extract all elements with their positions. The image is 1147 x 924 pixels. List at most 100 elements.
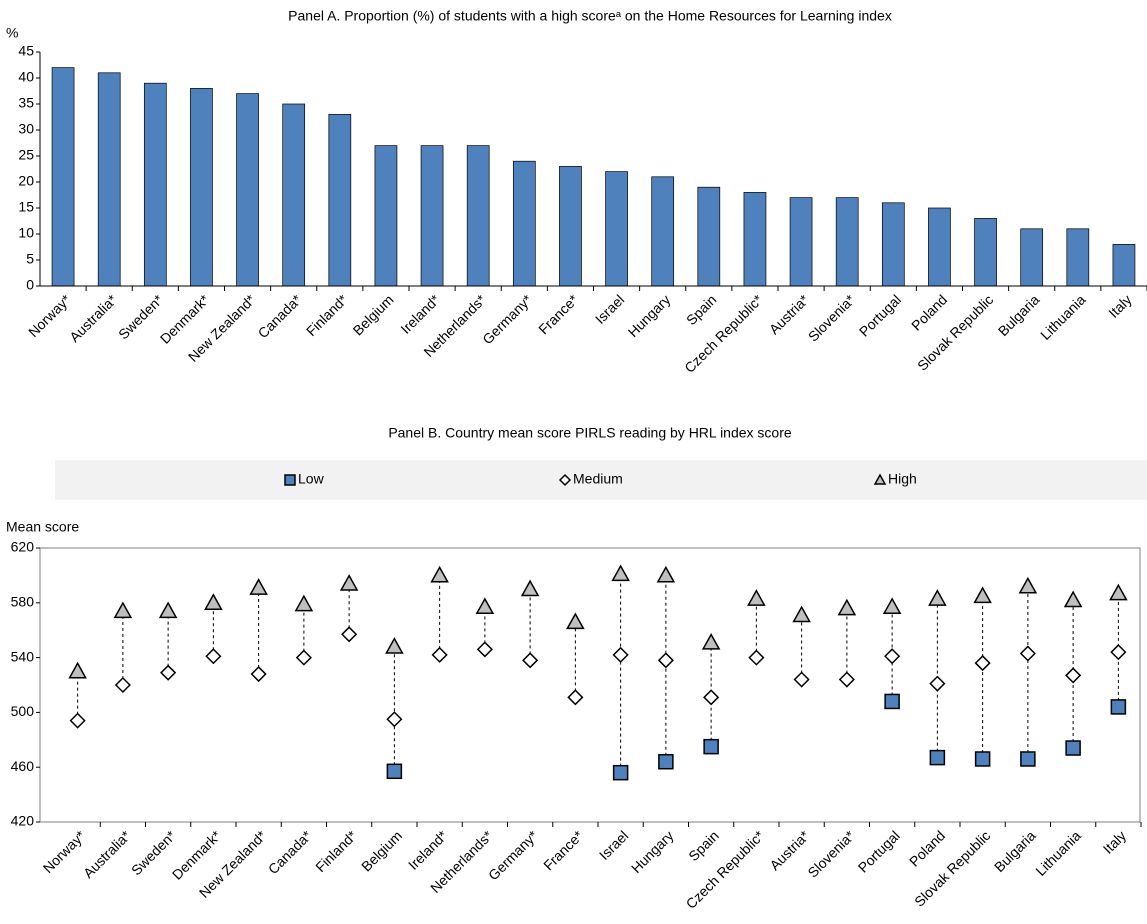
bar [743,192,767,287]
marker [929,675,946,692]
y-tick-label: 580 [11,594,35,610]
x-tick-label: Portugal [855,827,903,875]
marker [341,626,358,643]
marker [884,648,901,665]
marker [974,655,991,672]
marker [611,564,630,582]
y-tick-label: 35 [18,95,34,111]
y-axis-label: Mean score [6,519,79,535]
bar [374,145,398,287]
marker [1110,699,1127,715]
x-tick-label: Israel [592,291,628,327]
x-tick-label: Spain [683,291,720,328]
y-tick-label: 460 [11,758,35,774]
bar [97,72,121,287]
legend-box [55,460,1147,500]
marker [567,689,584,706]
x-tick-label: Italy [1105,291,1134,320]
x-tick-label: Austria* [766,827,812,873]
marker [1065,667,1082,684]
x-tick-label: Finland* [303,291,351,339]
x-tick-label: Lithuania [1037,291,1089,343]
marker [205,648,222,665]
marker [1020,751,1036,767]
y-tick-label: 540 [11,648,35,664]
x-tick-label: Hungary [628,827,677,876]
bar [789,197,813,287]
marker [295,649,312,666]
marker [113,601,133,619]
marker [1065,740,1081,756]
marker [1110,644,1127,661]
marker [294,594,314,612]
legend-label: Low [298,471,325,487]
marker [1018,576,1038,594]
x-tick-label: Portugal [856,291,904,339]
marker [476,641,493,658]
marker [748,649,765,666]
marker [158,601,178,619]
plot-area [39,547,1141,823]
x-tick-label: Ireland* [405,827,451,873]
marker [1063,590,1083,608]
x-tick-label: Belgium [358,827,405,874]
marker [68,661,87,679]
marker [1109,583,1128,601]
x-tick-label: Czech Republic* [681,291,766,376]
marker [522,652,539,669]
bar [1066,228,1090,287]
x-tick-label: Lithuania [1032,827,1084,879]
marker [475,597,495,615]
marker [703,738,719,755]
marker [973,586,992,604]
marker [204,593,223,610]
marker [1019,645,1036,662]
marker [747,589,766,606]
legend-marker [284,474,296,486]
bar [512,160,536,287]
marker [386,711,403,728]
x-tick-label: Poland [906,827,948,869]
bar [559,166,582,287]
marker [838,671,855,688]
panel-a-title: Panel A. Proportion (%) of students with… [288,8,892,24]
x-tick-label: Canada* [265,827,315,877]
y-tick-label: 5 [26,251,34,267]
x-tick-label: France* [540,827,586,873]
y-tick-label: 20 [18,173,34,189]
x-tick-label: Finland* [312,827,360,875]
bar [974,218,997,287]
x-tick-label: Spain [685,827,722,864]
bar [605,171,628,287]
marker [974,751,991,767]
x-tick-label: Australia* [66,291,120,345]
y-tick-label: 500 [11,703,35,719]
bar [835,197,859,287]
y-tick-label: 620 [11,539,35,555]
marker [69,712,86,729]
marker [837,598,857,616]
marker [430,565,449,583]
bar [928,207,951,287]
bar [51,67,75,287]
x-tick-label: Slovenia* [804,827,858,881]
bar [1020,228,1044,287]
x-tick-label: Slovenia* [805,291,859,345]
legend-marker [873,473,887,485]
bar [420,145,444,287]
marker [658,753,674,770]
marker [792,605,811,623]
y-tick-label: 40 [18,69,34,85]
marker [612,764,629,781]
bar [282,103,306,287]
marker [431,646,448,663]
marker [249,578,268,595]
marker [520,579,540,597]
y-tick-label: 10 [18,225,34,241]
marker [882,597,902,615]
bar [236,93,259,287]
marker [339,574,359,591]
marker [160,664,177,681]
y-tick-label: 0 [26,277,34,293]
x-tick-label: Germany* [485,827,541,883]
